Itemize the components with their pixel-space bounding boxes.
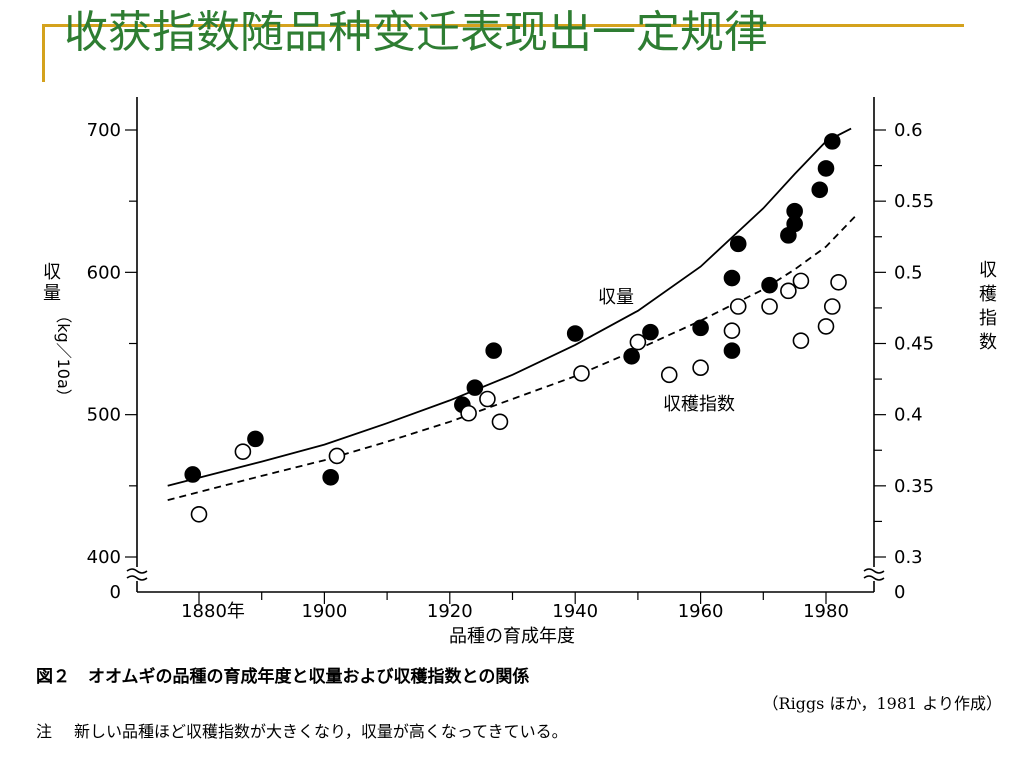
right-tick-label: 0.55 (894, 191, 934, 212)
left-axis-title-char: 収 (43, 262, 61, 283)
annotation-harvest-index: 収穫指数 (663, 394, 735, 415)
yield-point (623, 348, 640, 365)
x-tick-label: 1940 (552, 601, 598, 622)
yield-point (322, 468, 339, 486)
yield-point (786, 202, 803, 220)
right-tick-label: 0.5 (894, 262, 923, 283)
yield-point (729, 235, 747, 253)
left-axis-break-mark (126, 568, 148, 574)
left-axis-title-unit: （kg／10a） (54, 307, 73, 405)
slide-title: 收获指数随品种变迁表现出一定规律 (64, 7, 768, 58)
harvest-index-point (823, 298, 841, 315)
yield-point (184, 466, 202, 483)
yield-point (723, 269, 741, 287)
title-decoration-line (42, 24, 964, 27)
harvest-index-point (479, 390, 496, 408)
right-tick-label: 0.3 (894, 547, 923, 568)
yield-point (485, 342, 502, 359)
left-axis-title-char: 量 (43, 283, 61, 304)
harvest-index-point (761, 298, 778, 315)
left-tick-label: 400 (87, 547, 121, 568)
figure-caption-text: オオムギの品種の育成年度と収量および収穫指数との関係 (88, 667, 530, 687)
left-tick-label: 500 (87, 405, 121, 426)
yield-point (817, 160, 835, 177)
right-axis-title-char: 収 (979, 260, 997, 281)
right-axis-break-mark (863, 575, 885, 581)
harvest-index-point (629, 333, 647, 351)
harvest-index-point (190, 505, 208, 523)
chart: 700 600 500 400 0 0.6 0.55 0.5 0.45 0.4 0.35 0.3 0 18… (43, 97, 997, 647)
right-axis-title-char: 指 (979, 308, 997, 329)
harvest-index-point (780, 282, 797, 300)
yield-trend-line (167, 127, 852, 487)
figure-source: （Riggs ほか，1981 より作成） (762, 694, 1002, 713)
right-tick-label: 0.6 (894, 120, 923, 141)
harvest-index-point (692, 359, 709, 376)
right-axis-break-mark (863, 568, 885, 574)
left-axis-break-gap (128, 567, 146, 581)
chart-trend-lines (167, 127, 859, 501)
harvest-index-point (830, 273, 847, 291)
figure-caption-label: 図２ (36, 667, 70, 687)
right-axis-title-char: 穫 (979, 284, 997, 305)
x-tick-label: 1900 (301, 601, 347, 622)
harvest-index-point (792, 332, 810, 349)
left-tick-label-zero: 0 (110, 582, 121, 603)
figure-caption: 図２ オオムギの品種の育成年度と収量および収穫指数との関係 (36, 662, 529, 687)
harvest-index-point (234, 443, 252, 460)
yield-point (811, 181, 829, 199)
yield-point (466, 379, 484, 396)
right-axis-title-char: 数 (979, 332, 997, 353)
harvest-index-point (729, 298, 747, 315)
harvest-index-point (660, 366, 678, 384)
title-decoration-bar (42, 24, 45, 82)
harvest-index-point (328, 447, 346, 465)
yield-point (761, 276, 778, 294)
harvest-index-trend-line (167, 213, 859, 501)
figure-note-label: 注 (36, 722, 53, 741)
right-tick-label-zero: 0 (894, 582, 905, 603)
right-tick-label: 0.4 (894, 405, 923, 426)
x-axis-title: 品種の育成年度 (449, 626, 575, 647)
harvest-index-point (723, 322, 741, 339)
left-tick-label: 700 (87, 120, 121, 141)
x-tick-label: 1920 (427, 601, 473, 622)
chart-axes (126, 97, 885, 593)
yield-point (566, 325, 584, 342)
left-tick-label: 600 (87, 262, 121, 283)
harvest-index-point (573, 365, 590, 382)
right-tick-label: 0.45 (894, 334, 934, 355)
yield-point (723, 342, 741, 359)
yield-point (247, 430, 264, 448)
harvest-index-point (460, 404, 477, 422)
figure-note: 注 新しい品種ほど収穫指数が大きくなり，収量が高くなってきている。 (36, 718, 568, 742)
harvest-index-point (817, 318, 835, 335)
x-tick-label: 1980 (803, 601, 849, 622)
annotation-yield: 収量 (598, 287, 634, 308)
right-axis-break-gap (865, 567, 883, 581)
chart-ticks: 700 600 500 400 0 0.6 0.55 0.5 0.45 0.4 0.35 0.3 0 18… (87, 120, 934, 622)
yield-point (823, 133, 841, 150)
harvest-index-point (491, 413, 509, 431)
x-tick-label: 1880年 (181, 601, 245, 622)
figure-note-text: 新しい品種ほど収穫指数が大きくなり，収量が高くなってきている。 (74, 722, 568, 741)
right-tick-label: 0.35 (894, 476, 934, 497)
harvest-index-point (792, 272, 810, 290)
yield-point (642, 323, 659, 341)
x-tick-label: 1960 (678, 601, 724, 622)
yield-point (692, 319, 709, 337)
left-axis-break-mark (126, 575, 148, 581)
chart-points (184, 133, 847, 523)
